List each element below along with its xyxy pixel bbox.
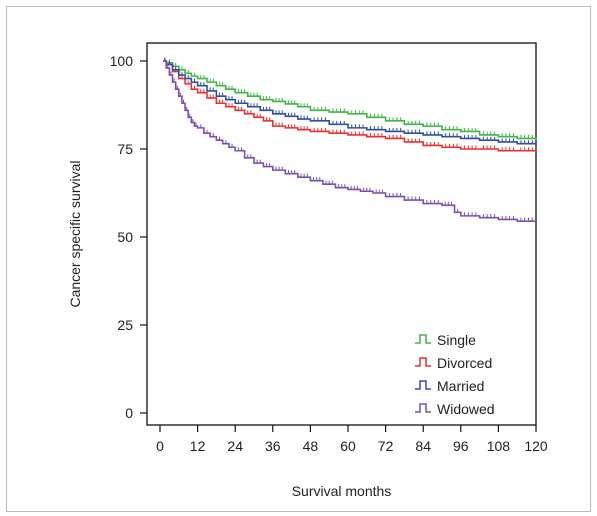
y-tick-label: 75 <box>117 141 133 157</box>
plot-frame <box>146 42 537 426</box>
x-tick-label: 24 <box>227 438 243 454</box>
x-tick-label: 60 <box>340 438 356 454</box>
legend-symbol-widowed <box>415 403 431 413</box>
x-tick-label: 12 <box>190 438 206 454</box>
x-tick-label: 96 <box>453 438 469 454</box>
legend-label-married: Married <box>437 378 484 394</box>
x-tick-label: 84 <box>415 438 431 454</box>
legend: Single Divorced Married Widowed <box>415 332 495 417</box>
x-tick-label: 36 <box>265 438 281 454</box>
series-layer <box>163 57 537 222</box>
x-tick-label: 108 <box>487 438 511 454</box>
figure-frame <box>6 6 591 512</box>
legend-label-divorced: Divorced <box>437 355 492 371</box>
legend-symbol-divorced <box>415 357 431 367</box>
series-line-married <box>163 60 537 146</box>
y-axis-title: Cancer specific survival <box>67 160 83 307</box>
x-axis-title: Survival months <box>292 483 392 499</box>
x-tick-label: 72 <box>378 438 394 454</box>
series-line-widowed <box>163 60 536 222</box>
x-tick-label: 48 <box>303 438 319 454</box>
series-line-divorced <box>163 60 537 153</box>
y-tick-label: 100 <box>110 53 134 69</box>
x-tick-label: 120 <box>524 438 548 454</box>
series-line-single <box>163 60 537 141</box>
plot-axes <box>146 42 537 426</box>
tick-marks: 0 12 24 36 48 60 72 84 96 108 120 0 25 50 75 100 <box>110 53 548 454</box>
y-tick-label: 0 <box>125 405 133 421</box>
legend-symbol-single <box>415 334 431 344</box>
legend-label-single: Single <box>437 332 476 348</box>
x-tick-label: 0 <box>156 438 164 454</box>
y-tick-label: 50 <box>117 229 133 245</box>
y-tick-label: 25 <box>117 317 133 333</box>
legend-label-widowed: Widowed <box>437 401 495 417</box>
legend-symbol-married <box>415 380 431 390</box>
